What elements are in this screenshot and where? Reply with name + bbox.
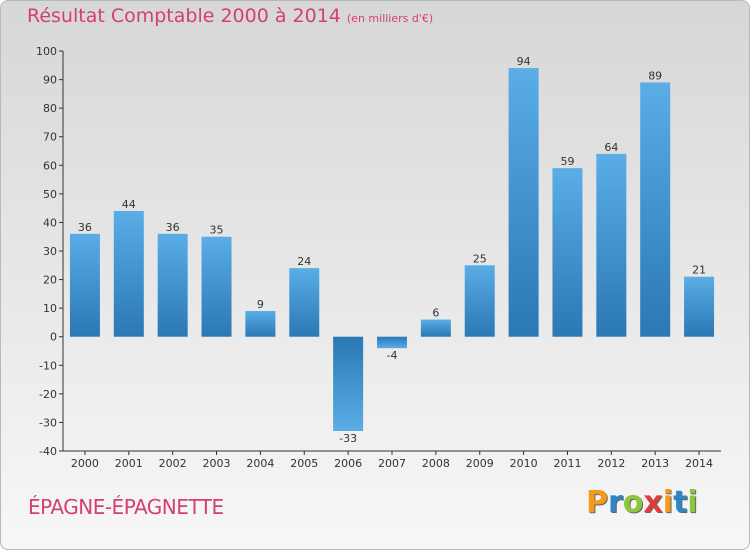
bar-2001[interactable] [113,211,144,337]
bar-2002[interactable] [157,233,188,337]
chart-title-block: Résultat Comptable 2000 à 2014 (en millie… [27,5,433,27]
bar-2008[interactable] [420,319,451,337]
x-tick-label: 2007 [378,457,406,470]
y-tick-label: 60 [43,159,57,172]
data-label-2009: 25 [473,252,487,265]
logo-letter: P [586,485,608,520]
logo-letter: t [673,485,688,520]
bar-2014[interactable] [684,276,715,337]
bar-2011[interactable] [552,168,583,337]
data-label-2000: 36 [78,221,92,234]
data-label-2010: 94 [517,55,531,68]
data-label-2012: 64 [604,141,618,154]
chart-subtitle: (en milliers d'€) [346,12,434,25]
proxiti-logo[interactable]: Proxiti [586,485,698,520]
data-label-2001: 44 [122,198,136,211]
data-label-2014: 21 [692,264,706,277]
x-tick-label: 2006 [334,457,362,470]
chart-title: Résultat Comptable 2000 à 2014 [27,5,341,27]
y-tick-label: 70 [43,131,57,144]
logo-letter: r [608,485,623,520]
x-tick-label: 2000 [71,457,99,470]
x-tick-label: 2011 [553,457,581,470]
y-tick-label: 30 [43,245,57,258]
bar-2010[interactable] [508,68,539,337]
data-label-2007: -4 [387,349,398,362]
y-tick-label: -10 [39,359,57,372]
x-tick-label: 2004 [246,457,274,470]
data-label-2003: 35 [210,224,224,237]
x-tick-label: 2005 [290,457,318,470]
y-tick-label: 20 [43,274,57,287]
data-label-2008: 6 [432,307,439,320]
y-tick-label: 0 [50,331,57,344]
x-tick-label: 2013 [641,457,669,470]
y-tick-label: 100 [36,45,57,58]
logo-letter: i [662,485,674,520]
x-tick-label: 2002 [159,457,187,470]
y-tick-label: 80 [43,102,57,115]
data-label-2013: 89 [648,69,662,82]
data-label-2011: 59 [560,155,574,168]
logo-letter: i [687,485,698,520]
bar-2005[interactable] [289,268,320,337]
data-label-2005: 24 [297,255,311,268]
y-tick-label: -20 [39,388,57,401]
x-tick-label: 2012 [597,457,625,470]
y-tick-label: -30 [39,416,57,429]
bar-2006[interactable] [333,336,364,431]
data-label-2002: 36 [166,221,180,234]
y-tick-label: 90 [43,74,57,87]
y-tick-label: 50 [43,188,57,201]
bar-2000[interactable] [69,233,100,337]
logo-letter: x [643,485,663,520]
y-tick-label: 10 [43,302,57,315]
x-tick-label: 2009 [466,457,494,470]
x-tick-label: 2014 [685,457,713,470]
logo-letter: o [622,485,644,520]
bar-2003[interactable] [201,236,232,337]
bar-2007[interactable] [377,336,407,349]
bar-2009[interactable] [464,265,495,337]
data-label-2006: -33 [339,432,357,445]
y-tick-label: -40 [39,445,57,458]
x-tick-label: 2003 [203,457,231,470]
x-tick-label: 2008 [422,457,450,470]
bar-2012[interactable] [596,153,627,337]
data-label-2004: 9 [257,298,264,311]
bar-2004[interactable] [245,311,276,337]
bar-2013[interactable] [640,82,671,337]
x-tick-label: 2010 [510,457,538,470]
commune-name: ÉPAGNE-ÉPAGNETTE [28,495,224,519]
y-tick-label: 40 [43,216,57,229]
x-tick-label: 2001 [115,457,143,470]
